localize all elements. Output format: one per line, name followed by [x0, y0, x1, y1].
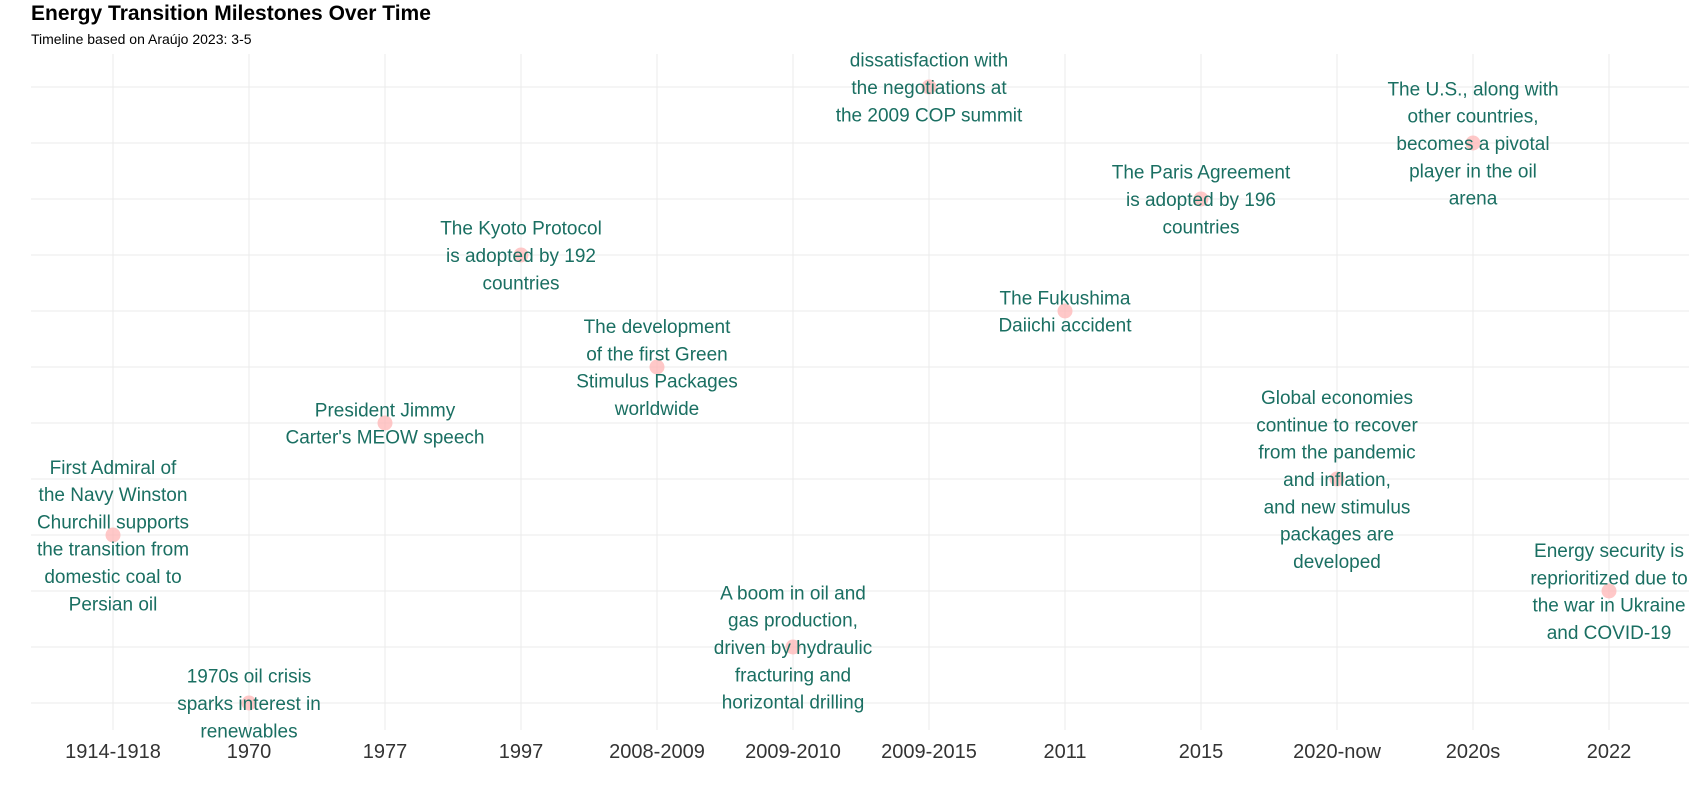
x-tick-label: 2008-2009 [609, 741, 705, 763]
x-tick-label: 2020-now [1293, 741, 1381, 763]
x-tick-label: 2015 [1179, 741, 1224, 763]
milestone-label: dissatisfaction with the negotiations at t… [836, 51, 1023, 127]
chart-title: Energy Transition Milestones Over Time [31, 2, 431, 25]
milestone-label: President Jimmy Carter's MEOW speech [286, 400, 485, 448]
data-point [241, 695, 257, 711]
data-point [1601, 583, 1617, 599]
x-tick-label: 1914-1918 [65, 741, 161, 763]
x-axis-ticks: 1914-1918 1970 1977 1997 2008-2009 2009-2010 2… [65, 741, 1631, 763]
milestone-label: The development of the first Green Stimulu… [576, 317, 738, 420]
x-tick-label: 2011 [1043, 741, 1086, 763]
data-point [105, 527, 121, 543]
annotations: First Admiral of the Navy Winston Churchil… [37, 51, 1688, 743]
milestone-label: First Admiral of the Navy Winston Churchil… [37, 458, 189, 616]
data-point [1465, 135, 1481, 151]
x-tick-label: 2009-2010 [745, 741, 841, 763]
data-point [649, 359, 665, 375]
milestone-label: The Paris Agreement is adopted by 196 coun… [1112, 163, 1291, 239]
x-tick-label: 1997 [499, 741, 544, 763]
milestone-label: A boom in oil and gas production, driven b… [714, 583, 872, 713]
data-point [513, 247, 529, 263]
x-tick-label: 1970 [227, 741, 272, 763]
milestone-label: The Fukushima Daiichi accident [998, 288, 1132, 336]
milestone-label: 1970s oil crisis sparks interest in renewa… [177, 667, 321, 743]
grid [31, 54, 1689, 730]
data-point [1193, 191, 1209, 207]
chart-subtitle: Timeline based on Araújo 2023: 3-5 [31, 31, 252, 47]
points [105, 79, 1617, 711]
x-tick-label: 1977 [363, 741, 408, 763]
data-point [1057, 303, 1073, 319]
data-point [785, 639, 801, 655]
x-tick-label: 2020s [1446, 741, 1501, 763]
milestone-label: Energy security is reprioritized due to th… [1530, 541, 1687, 644]
data-point [377, 415, 393, 431]
x-tick-label: 2009-2015 [881, 741, 977, 763]
milestone-label: The U.S., along with other countries, beco… [1387, 79, 1558, 209]
milestone-label: Global economies continue to recover from … [1256, 388, 1418, 573]
data-point [1329, 471, 1345, 487]
x-tick-label: 2022 [1587, 741, 1632, 763]
milestone-label: The Kyoto Protocol is adopted by 192 count… [440, 219, 602, 295]
data-point [921, 79, 937, 95]
